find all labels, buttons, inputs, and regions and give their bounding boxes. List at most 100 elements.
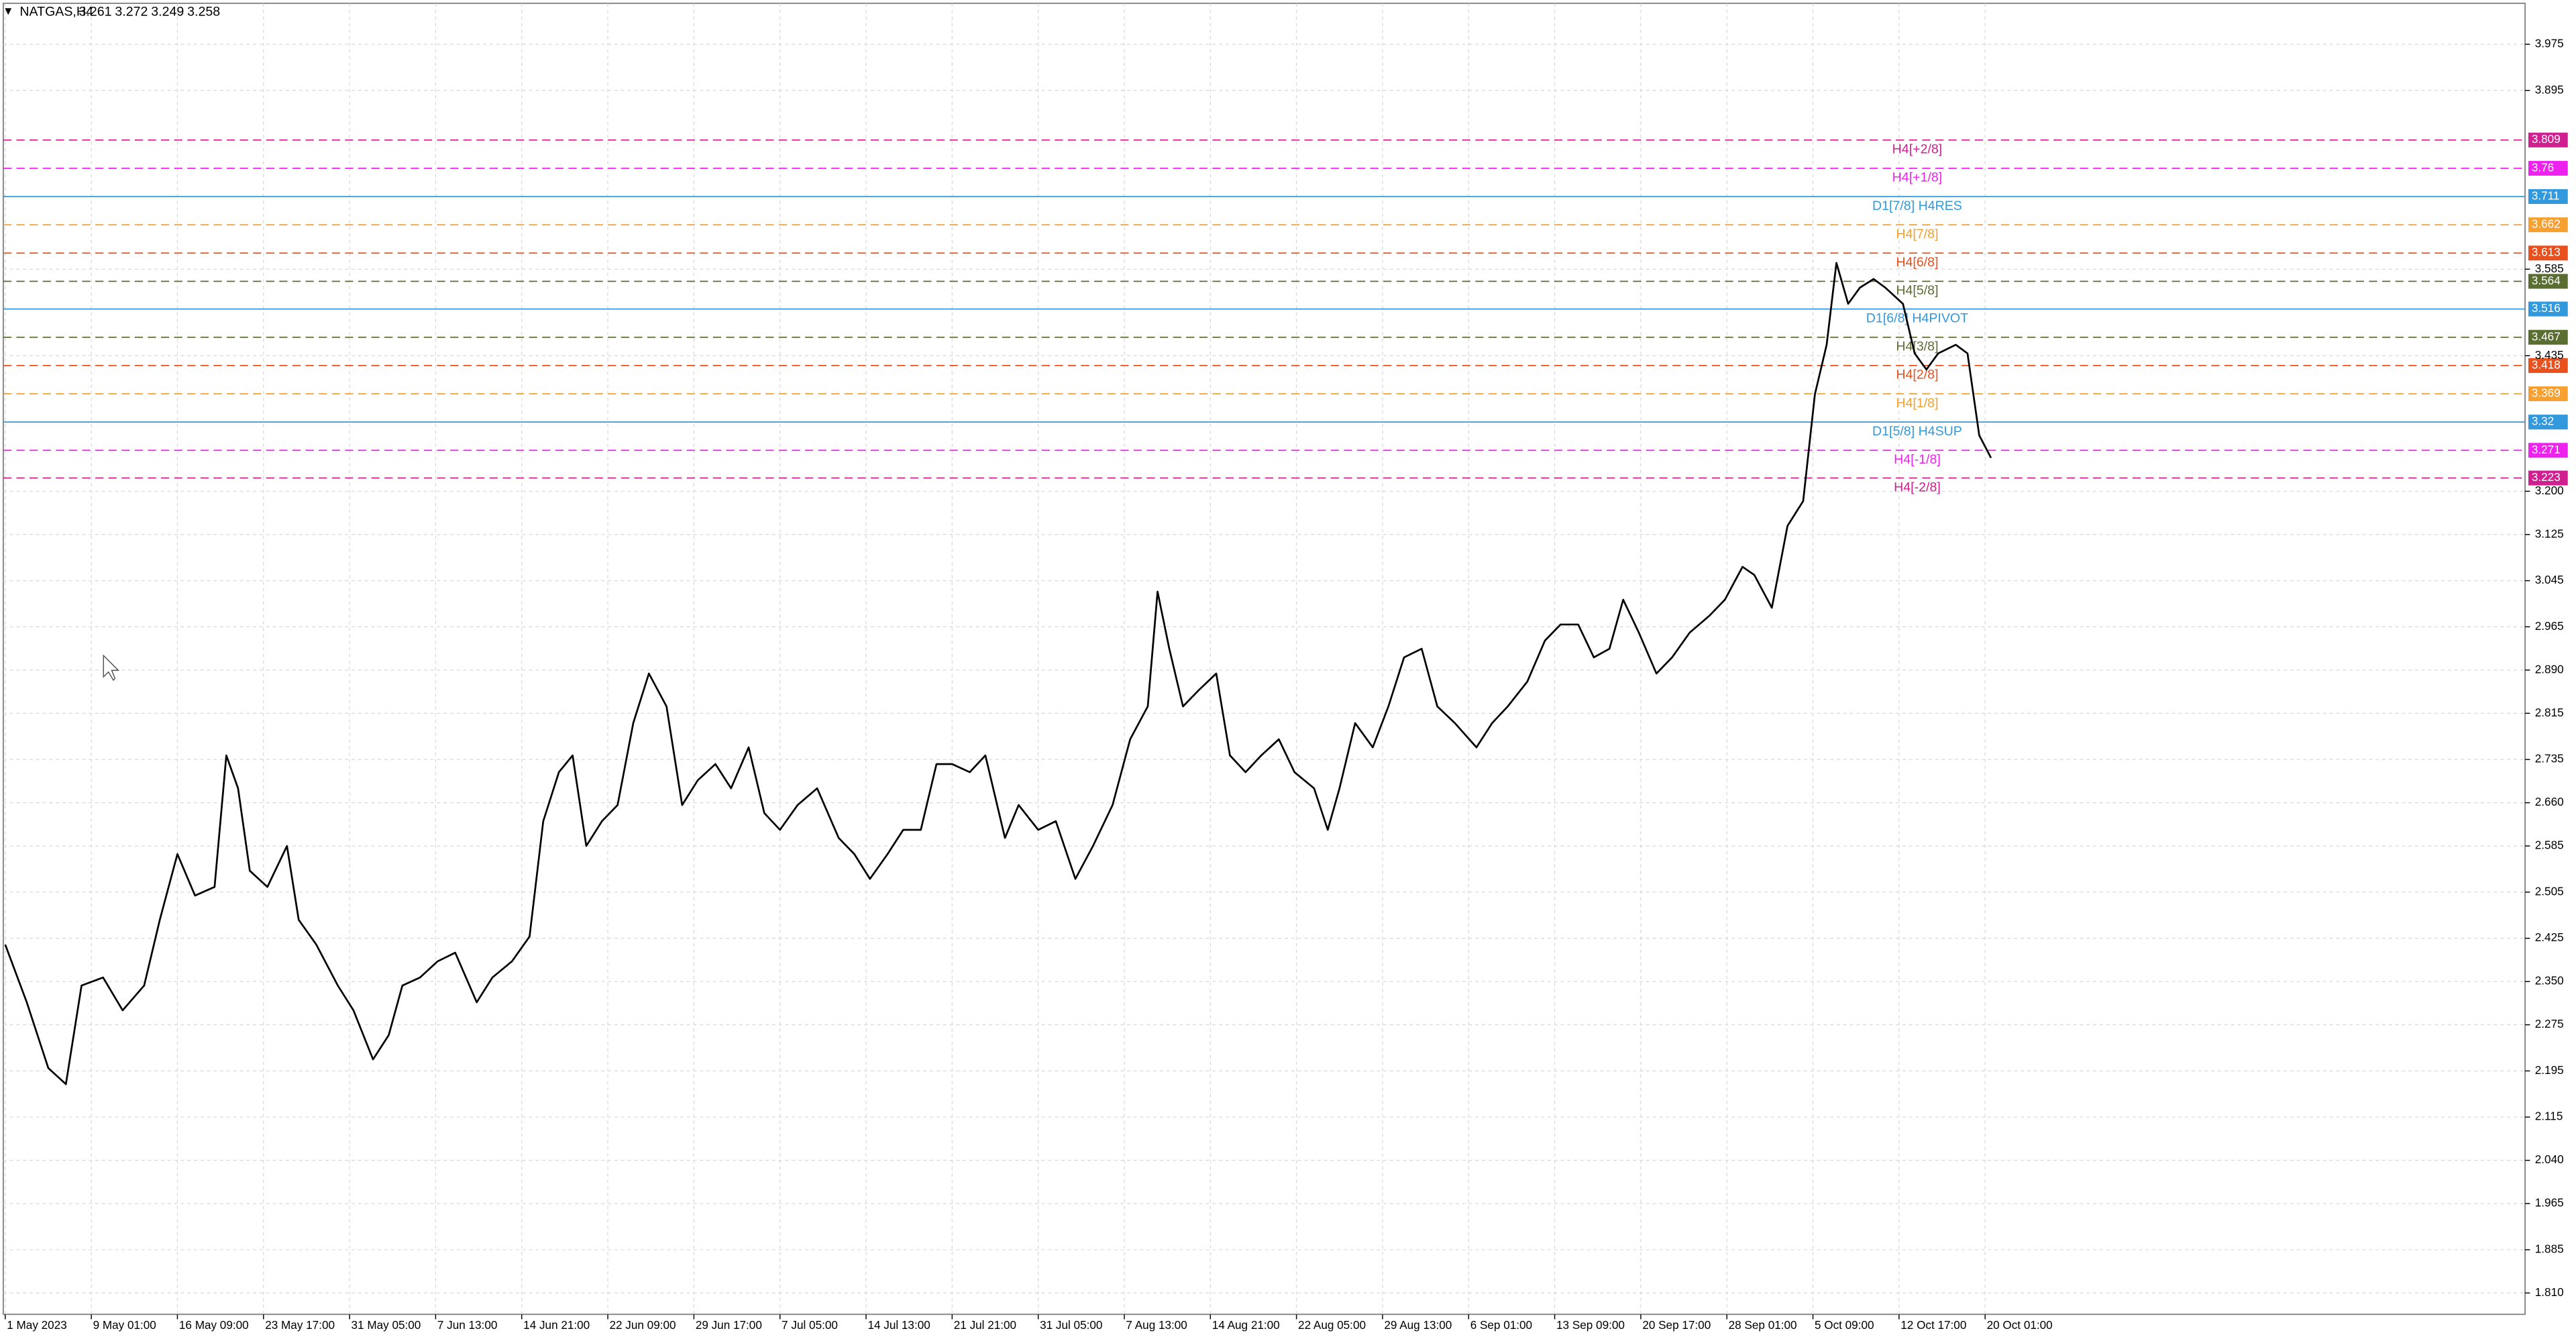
y-tick-label: 2.660 [2535,795,2564,808]
price-box-label: 3.809 [2532,132,2561,146]
level-label: H4[+2/8] [1892,142,1943,157]
price-box [2528,217,2568,233]
price-box [2528,470,2568,486]
price-box-label: 3.223 [2532,470,2561,484]
price-box-label: 3.613 [2532,246,2561,259]
price-box-label: 3.711 [2532,189,2560,202]
price-box [2528,443,2568,458]
y-tick-label: 3.585 [2535,262,2564,275]
y-tick-label: 2.195 [2535,1063,2564,1077]
y-tick-label: 2.275 [2535,1017,2564,1030]
price-box [2528,132,2568,148]
price-box-label: 3.32 [2532,415,2554,428]
x-tick-label: 6 Sep 01:00 [1470,1318,1532,1332]
y-tick-label: 1.965 [2535,1196,2564,1210]
level-label: H4[5/8] [1896,283,1938,298]
price-box-label: 3.516 [2532,301,2561,315]
y-tick-label: 3.200 [2535,484,2564,497]
plot-frame [2,2,2526,1316]
x-tick-label: 13 Sep 09:00 [1556,1318,1625,1332]
y-tick-label: 2.040 [2535,1153,2564,1166]
x-tick-label: 14 Jul 13:00 [867,1318,930,1332]
price-box-label: 3.418 [2532,358,2561,371]
price-box-label: 3.76 [2532,160,2554,174]
x-tick-label: 7 Jul 05:00 [782,1318,838,1332]
price-box [2528,160,2568,176]
y-tick-label: 2.815 [2535,706,2564,719]
x-tick-label: 23 May 17:00 [265,1318,335,1332]
x-tick-label: 29 Aug 13:00 [1384,1318,1452,1332]
y-tick-label: 2.425 [2535,930,2564,944]
ohlc-value: 3.272 [115,5,148,19]
price-box [2528,274,2568,289]
y-tick-label: 2.735 [2535,752,2564,765]
x-tick-label: 22 Aug 05:00 [1298,1318,1366,1332]
x-tick-label: 16 May 09:00 [179,1318,249,1332]
level-label: H4[+1/8] [1892,170,1943,185]
level-label: H4[1/8] [1896,396,1938,411]
level-label: D1[7/8] H4RES [1872,199,1962,213]
x-tick-label: 9 May 01:00 [93,1318,156,1332]
symbol: NATGAS,H4 [19,5,93,19]
price-box-label: 3.662 [2532,217,2561,231]
y-tick-label: 2.965 [2535,619,2564,633]
price-box-label: 3.467 [2532,329,2561,343]
level-label: H4[-2/8] [1894,480,1941,494]
price-box [2528,358,2568,373]
y-tick-label: 3.975 [2535,37,2564,50]
menu-arrow[interactable] [5,8,12,15]
y-tick-label: 2.115 [2535,1110,2563,1123]
cursor [103,654,120,682]
price-box [2528,386,2568,402]
axes: 3.975 3.895 3.585 3.435 3.200 3.125 3.045 2.965… [5,37,2564,1332]
x-tick-label: 7 Jun 13:00 [437,1318,498,1332]
y-tick-label: 1.810 [2535,1285,2564,1299]
header: NATGAS,H4 3.261 3.272 3.249 3.258 [5,5,220,19]
price-box [2528,415,2568,430]
y-tick-label: 2.890 [2535,662,2564,676]
x-tick-label: 31 Jul 05:00 [1040,1318,1102,1332]
price-box [2528,329,2568,345]
x-tick-label: 5 Oct 09:00 [1815,1318,1874,1332]
y-tick-label: 3.045 [2535,573,2564,586]
y-tick-label: 3.895 [2535,83,2564,96]
plot [4,262,1992,1085]
level-label: D1[5/8] H4SUP [1872,424,1962,439]
price-box-label: 3.369 [2532,386,2561,400]
grid [3,3,2526,1315]
level-label: H4[6/8] [1896,255,1938,270]
level-label: H4[-1/8] [1894,452,1941,467]
x-tick-label: 12 Oct 17:00 [1900,1318,1966,1332]
x-tick-label: 14 Jun 21:00 [523,1318,590,1332]
price-box [2528,301,2568,317]
x-tick-label: 29 Jun 17:00 [696,1318,762,1332]
level-label: H4[3/8] [1896,339,1938,354]
price-box-label: 3.564 [2532,274,2561,287]
y-tick-label: 3.435 [2535,348,2564,362]
level-label: H4[2/8] [1896,368,1938,382]
x-tick-label: 28 Sep 01:00 [1729,1318,1797,1332]
x-tick-label: 14 Aug 21:00 [1212,1318,1280,1332]
x-tick-label: 21 Jul 21:00 [954,1318,1016,1332]
y-tick-label: 2.585 [2535,839,2564,852]
price-box [2528,246,2568,261]
x-tick-label: 31 May 05:00 [352,1318,421,1332]
ohlc-value: 3.249 [151,5,184,19]
price-box-label: 3.271 [2532,443,2561,456]
y-tick-label: 3.125 [2535,527,2564,540]
levels: H4[+2/8] 3.809 H4[+1/8] 3.76 D1[7/8] H4RES 3.… [3,132,2568,494]
price-box [2528,189,2568,204]
x-tick-label: 1 May 2023 [7,1318,67,1332]
x-tick-label: 22 Jun 09:00 [610,1318,676,1332]
price-line [4,262,1992,1085]
x-tick-label: 7 Aug 13:00 [1126,1318,1187,1332]
y-tick-label: 2.505 [2535,884,2564,898]
ohlc-value: 3.258 [187,5,220,19]
x-tick-label: 20 Oct 01:00 [1987,1318,2053,1332]
x-tick-label: 20 Sep 17:00 [1642,1318,1711,1332]
y-tick-label: 1.885 [2535,1242,2564,1255]
y-tick-label: 2.350 [2535,974,2564,987]
ohlc-value: 3.261 [79,5,112,19]
